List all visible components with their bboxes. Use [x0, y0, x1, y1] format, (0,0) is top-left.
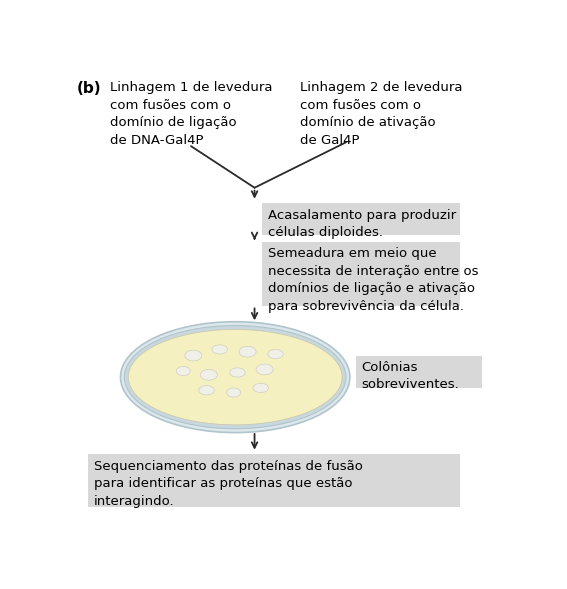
Text: Colônias
sobreviventes.: Colônias sobreviventes. — [362, 361, 459, 392]
Text: Linhagem 1 de levedura
com fusões com o
domínio de ligação
de DNA-Gal4P: Linhagem 1 de levedura com fusões com o … — [109, 81, 272, 147]
Ellipse shape — [227, 388, 240, 397]
Ellipse shape — [230, 368, 246, 377]
Bar — [88, 454, 460, 507]
Ellipse shape — [200, 369, 217, 380]
Bar — [263, 241, 460, 306]
Ellipse shape — [120, 322, 350, 432]
Ellipse shape — [199, 386, 214, 395]
Text: Sequenciamento das proteínas de fusão
para identificar as proteínas que estão
in: Sequenciamento das proteínas de fusão pa… — [94, 459, 363, 508]
Ellipse shape — [239, 346, 256, 357]
Ellipse shape — [128, 329, 342, 425]
Ellipse shape — [185, 350, 202, 361]
Ellipse shape — [124, 326, 346, 429]
Text: Linhagem 2 de levedura
com fusões com o
domínio de ativação
de Gal4P: Linhagem 2 de levedura com fusões com o … — [299, 81, 462, 147]
Text: (b): (b) — [77, 81, 101, 97]
Text: Acasalamento para produzir
células diploides.: Acasalamento para produzir células diplo… — [268, 209, 456, 239]
Ellipse shape — [256, 364, 273, 375]
Ellipse shape — [176, 366, 190, 376]
Bar — [356, 356, 481, 388]
Text: Semeadura em meio que
necessita de interação entre os
domínios de ligação e ativ: Semeadura em meio que necessita de inter… — [268, 247, 478, 313]
Ellipse shape — [253, 383, 269, 392]
Ellipse shape — [268, 349, 284, 359]
Ellipse shape — [212, 345, 227, 354]
Bar — [263, 203, 460, 236]
